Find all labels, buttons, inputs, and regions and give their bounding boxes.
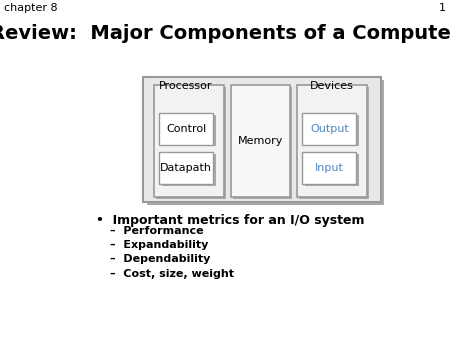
Bar [162, 115, 216, 146]
Bar [305, 115, 359, 146]
Text: Processor: Processor [158, 81, 212, 91]
Bar [159, 114, 213, 145]
Bar [302, 114, 356, 145]
Text: –  Dependability: – Dependability [110, 255, 211, 265]
Text: Review:  Major Components of a Computer: Review: Major Components of a Computer [0, 24, 450, 43]
Bar [297, 85, 367, 197]
Text: chapter 8: chapter 8 [4, 3, 58, 14]
Bar [144, 77, 381, 202]
Text: –  Cost, size, weight: – Cost, size, weight [110, 269, 234, 279]
Bar [162, 154, 216, 186]
Bar [154, 85, 224, 197]
Bar [299, 87, 369, 198]
Text: Devices: Devices [310, 81, 354, 91]
Bar [305, 154, 359, 186]
Bar [233, 87, 292, 198]
Text: 1: 1 [438, 3, 446, 14]
Bar [156, 87, 226, 198]
Bar [159, 152, 213, 184]
Text: Memory: Memory [238, 136, 283, 146]
Text: –  Expandability: – Expandability [110, 240, 209, 250]
Text: Datapath: Datapath [160, 163, 212, 173]
Text: –  Performance: – Performance [110, 226, 204, 236]
Text: •  Important metrics for an I/O system: • Important metrics for an I/O system [96, 214, 365, 227]
Bar [230, 85, 290, 197]
Bar [302, 152, 356, 184]
Text: Input: Input [315, 163, 344, 173]
Bar [147, 80, 384, 204]
Text: Output: Output [310, 124, 349, 134]
Text: Control: Control [166, 124, 207, 134]
